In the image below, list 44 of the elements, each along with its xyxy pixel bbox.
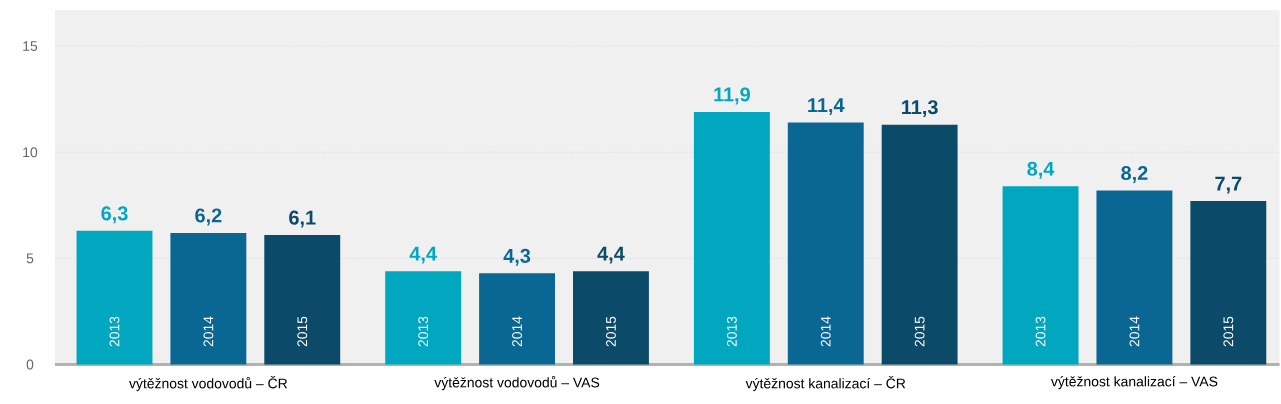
data-label: 11,9 — [714, 87, 750, 105]
bar — [1190, 201, 1267, 365]
bar — [479, 273, 556, 365]
series-label: 2015 — [297, 316, 308, 347]
data-label: 6,1 — [289, 210, 316, 228]
data-label: 6,2 — [195, 208, 222, 226]
bar — [572, 271, 649, 365]
text: 2015 — [914, 316, 925, 347]
text: 2014 — [1129, 316, 1140, 347]
text: 2015 — [1223, 316, 1234, 347]
bar — [1002, 186, 1079, 365]
bar — [76, 231, 153, 365]
y-tick-label: 10 — [23, 147, 38, 158]
bar — [787, 122, 864, 365]
data-label: 7,7 — [1215, 177, 1242, 194]
text: 2013 — [418, 316, 429, 347]
text: 2014 — [820, 316, 831, 347]
data-label: 4,4 — [597, 247, 625, 264]
text: 2014 — [512, 316, 522, 347]
series-label: 2013 — [109, 316, 120, 347]
data-label: 8,2 — [1121, 166, 1148, 184]
series-label: 2014 — [203, 316, 214, 347]
text: 2013 — [1035, 316, 1046, 347]
y-tick-label: 15 — [23, 41, 38, 52]
bar — [385, 271, 462, 365]
text: 2013 — [726, 316, 737, 347]
data-label: 6,3 — [101, 206, 128, 224]
data-label: 4,3 — [503, 249, 531, 266]
y-tick-label: 0 — [26, 359, 34, 370]
bar — [693, 112, 770, 365]
x-tick-label: výtěžnost vodovodů – ČR — [129, 376, 288, 392]
data-label: 4,4 — [409, 247, 437, 264]
data-label: 11,3 — [902, 100, 938, 118]
y-tick-label: 5 — [26, 253, 34, 264]
x-tick-label: výtěžnost kanalizací – VAS — [1050, 376, 1218, 390]
x-tick-label: výtěžnost kanalizací – ČR — [745, 376, 906, 392]
data-label: 8,4 — [1027, 161, 1055, 179]
data-label: 11,4 — [808, 98, 845, 116]
text: 2015 — [606, 316, 616, 347]
bar — [1096, 190, 1173, 365]
x-tick-label: výtěžnost vodovodů – VAS — [434, 376, 600, 391]
bar — [264, 235, 341, 365]
bar — [170, 233, 247, 365]
bar — [881, 124, 958, 365]
